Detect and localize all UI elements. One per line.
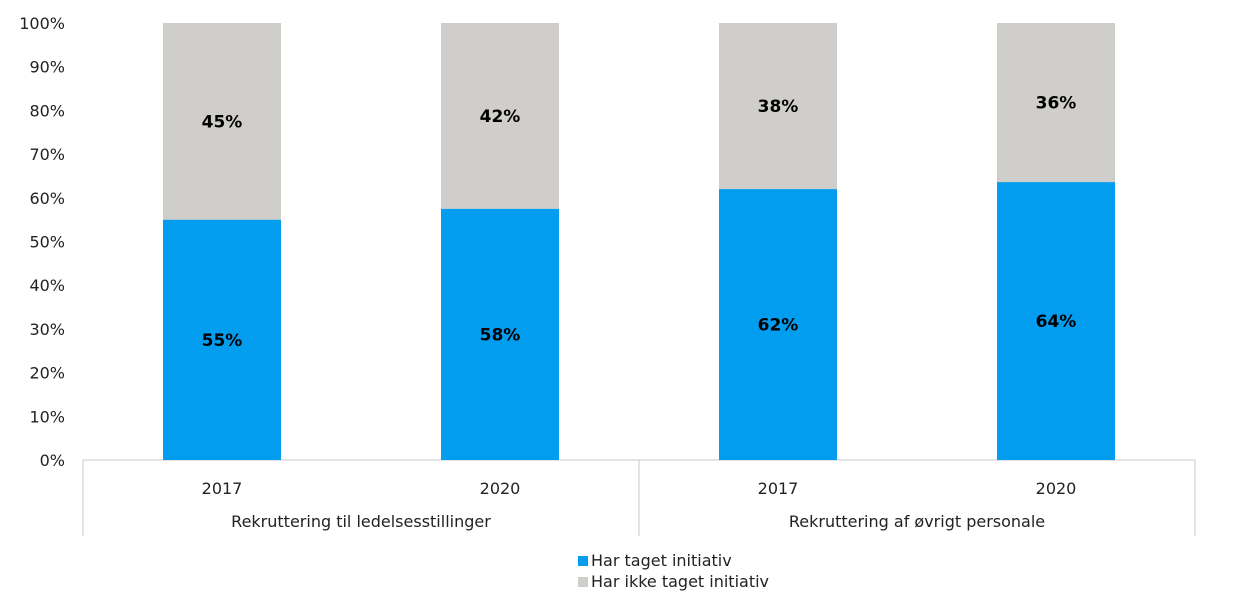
legend-item-ikke-taget: Har ikke taget initiativ: [578, 571, 769, 592]
y-tick-label: 60%: [29, 189, 65, 208]
data-label: 38%: [758, 97, 799, 117]
y-tick-label: 80%: [29, 101, 65, 120]
x-tick-label: 2017: [758, 479, 799, 498]
data-label: 42%: [480, 107, 521, 127]
x-tick-label: 2017: [202, 479, 243, 498]
y-tick-label: 100%: [19, 14, 65, 33]
y-tick-label: 0%: [40, 451, 65, 470]
y-tick-label: 90%: [29, 58, 65, 77]
legend-label-ikke-taget: Har ikke taget initiativ: [591, 572, 770, 591]
bar-segment: [441, 23, 559, 209]
legend-swatch-taget: [578, 555, 588, 566]
bar-segment: [719, 189, 837, 460]
y-tick-label: 20%: [29, 364, 65, 383]
bar-segment: [719, 23, 837, 190]
data-label: 62%: [758, 316, 799, 336]
y-tick-label: 40%: [29, 276, 65, 295]
bar-segment: [997, 23, 1115, 183]
data-label: 58%: [480, 325, 521, 345]
x-tick-label: 2020: [480, 479, 521, 498]
group-label: Rekruttering til ledelsesstillinger: [231, 512, 491, 531]
y-tick-label: 70%: [29, 145, 65, 164]
x-tick-label: 2020: [1036, 479, 1077, 498]
legend: Har taget initiativ Har ikke taget initi…: [578, 550, 769, 592]
data-label: 64%: [1036, 312, 1077, 332]
legend-item-taget: Har taget initiativ: [578, 550, 769, 571]
bar-segment: [163, 219, 281, 460]
legend-label-taget: Har taget initiativ: [591, 551, 732, 570]
y-tick-label: 10%: [29, 407, 65, 426]
data-label: 55%: [202, 331, 243, 351]
bar-segment: [441, 208, 559, 460]
stacked-bar-chart: 0% 10% 20% 30% 40% 50% 60% 70% 80% 90% 100% 55% 45% 2…: [19, 14, 1196, 536]
legend-swatch-ikke-taget: [578, 576, 588, 587]
y-tick-label: 30%: [29, 320, 65, 339]
bar-segment: [163, 23, 281, 220]
data-label: 36%: [1036, 94, 1077, 114]
y-tick-label: 50%: [29, 233, 65, 252]
bar-segment: [997, 182, 1115, 460]
group-label: Rekruttering af øvrigt personale: [789, 512, 1045, 531]
data-label: 45%: [202, 112, 243, 132]
